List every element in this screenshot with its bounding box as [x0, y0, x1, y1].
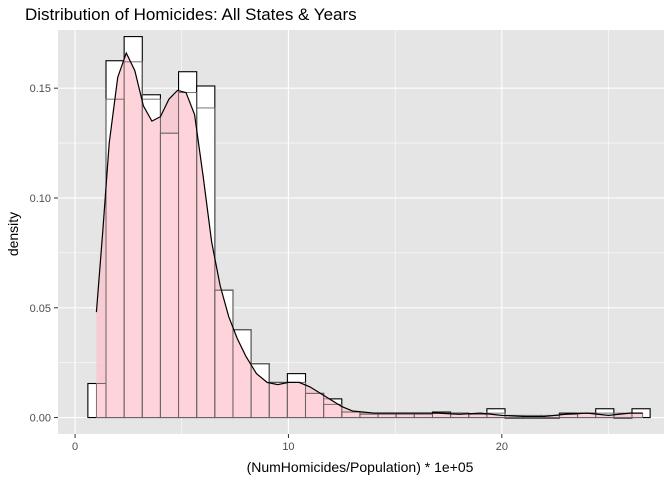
- y-axis-ticks: 0.00 0.05 0.10 0.15: [30, 83, 58, 425]
- histogram-filled-bar: [323, 403, 343, 418]
- y-tick-label: 0.00: [30, 413, 51, 425]
- histogram-filled-bar: [196, 107, 216, 418]
- x-tick-label: 10: [282, 441, 294, 453]
- x-tick-label: 20: [496, 441, 508, 453]
- y-tick-label: 0.05: [30, 303, 51, 315]
- y-axis-title: density: [5, 212, 21, 256]
- x-axis-title: (NumHomicides/Population) * 1e+05: [247, 459, 474, 475]
- density-line: [95, 51, 643, 418]
- x-tick-label: 0: [72, 441, 78, 453]
- chart-title: Distribution of Homicides: All States & …: [25, 5, 357, 24]
- y-tick-label: 0.15: [30, 83, 51, 95]
- density-area: [96, 53, 643, 418]
- y-tick-label: 0.10: [30, 193, 51, 205]
- x-axis-ticks: 0 10 20: [72, 434, 508, 453]
